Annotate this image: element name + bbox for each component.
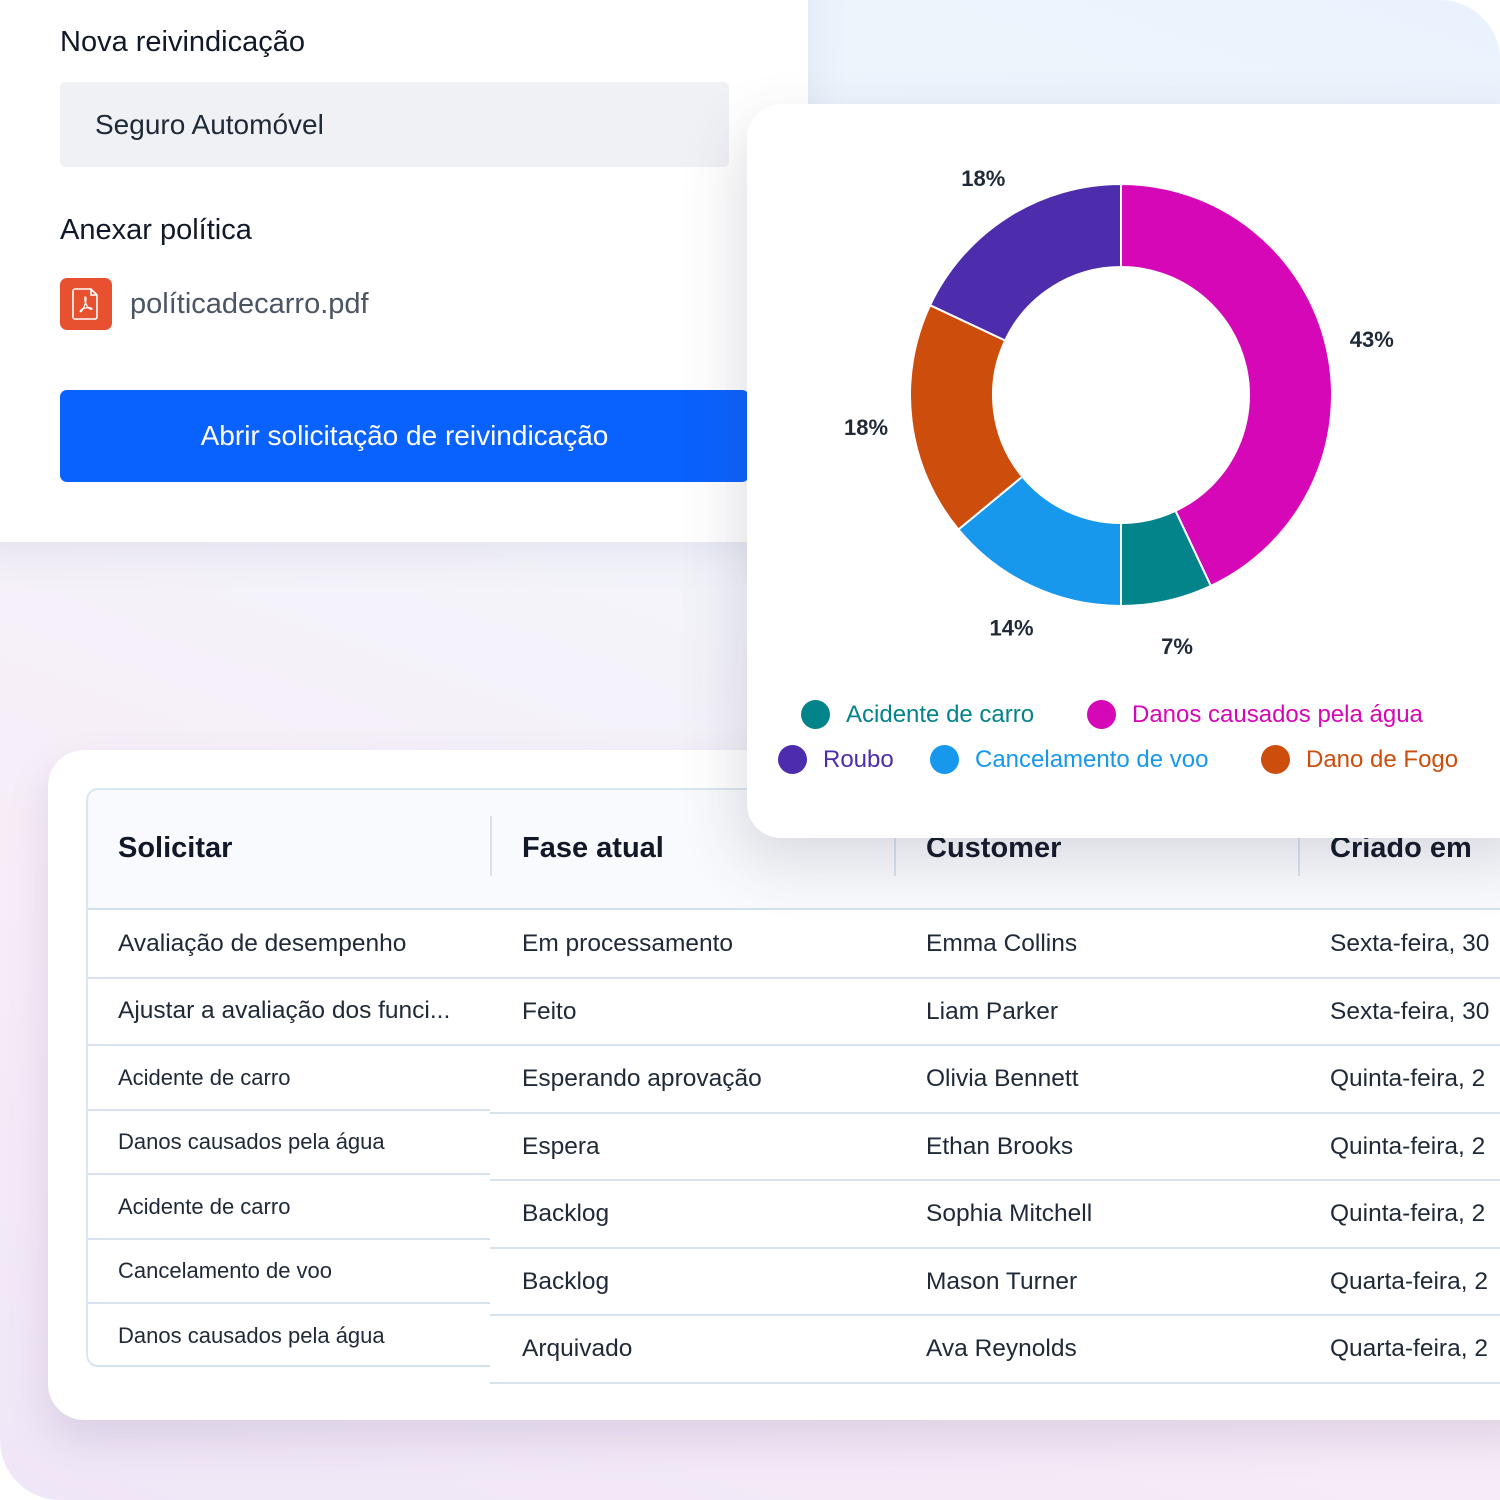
legend-item[interactable]: Danos causados pela água xyxy=(1087,700,1423,729)
pdf-file-icon xyxy=(60,278,112,330)
row-divider xyxy=(88,1237,490,1240)
row-divider xyxy=(88,1302,490,1304)
row-divider xyxy=(88,1108,490,1111)
cell-phase: Em processamento xyxy=(522,930,734,957)
donut-data-label: 14% xyxy=(990,616,1034,641)
cell-created: Quarta-feira, 2 xyxy=(1330,1335,1488,1362)
row-divider xyxy=(490,1246,1500,1249)
cell-created: Sexta-feira, 30 xyxy=(1330,930,1490,957)
column-header-phase[interactable]: Fase atual xyxy=(522,832,664,864)
row-divider xyxy=(490,1179,1500,1181)
legend-item[interactable]: Roubo xyxy=(778,745,894,774)
cell-created: Quinta-feira, 2 xyxy=(1330,1132,1486,1160)
legend-item[interactable]: Dano de Fogo xyxy=(1261,745,1458,774)
donut-slice-roubo[interactable] xyxy=(928,182,1122,342)
request-column-frame xyxy=(86,908,490,1367)
donut-data-label: 18% xyxy=(961,166,1005,191)
insurance-type-select[interactable]: Seguro Automóvel xyxy=(60,82,729,167)
donut-data-label: 43% xyxy=(1350,327,1394,352)
donut-data-label: 7% xyxy=(1161,634,1193,659)
legend-label: Cancelamento de voo xyxy=(975,745,1209,773)
cell-phase: Feito xyxy=(522,997,577,1025)
legend-label: Dano de Fogo xyxy=(1306,745,1459,773)
cell-created: Quinta-feira, 2 xyxy=(1330,1200,1486,1227)
row-divider xyxy=(490,1044,1500,1046)
cell-request[interactable]: Acidente de carro xyxy=(118,1064,291,1090)
cell-request[interactable]: Danos causados pela água xyxy=(118,1322,385,1348)
cell-customer: Mason Turner xyxy=(926,1267,1078,1295)
cell-customer: Ethan Brooks xyxy=(926,1132,1074,1160)
cell-created: Quinta-feira, 2 xyxy=(1330,1065,1486,1092)
row-divider xyxy=(490,1314,1500,1316)
legend-label: Acidente de carro xyxy=(846,700,1035,728)
row-divider xyxy=(490,1111,1500,1114)
cell-phase: Backlog xyxy=(522,1267,610,1295)
cell-customer: Sophia Mitchell xyxy=(926,1200,1093,1227)
legend-item[interactable]: Acidente de carro xyxy=(801,700,1034,729)
column-header-request[interactable]: Solicitar xyxy=(118,832,233,864)
cell-customer: Olivia Bennett xyxy=(926,1065,1079,1092)
cell-created: Sexta-feira, 30 xyxy=(1330,997,1490,1025)
cell-created: Quarta-feira, 2 xyxy=(1330,1267,1488,1295)
legend-dot-icon xyxy=(801,700,830,729)
legend-dot-icon xyxy=(1087,700,1116,729)
row-divider xyxy=(490,976,1500,979)
donut-data-label: 18% xyxy=(844,415,888,440)
cell-request[interactable]: Danos causados pela água xyxy=(118,1129,385,1155)
donut-slice-danos-causados-pela-gua[interactable] xyxy=(1120,182,1333,588)
new-claim-card: Nova reivindicação Seguro Automóvel Anex… xyxy=(0,0,808,542)
attached-file[interactable]: políticadecarro.pdf xyxy=(60,278,369,330)
open-claim-request-button[interactable]: Abrir solicitação de reivindicação xyxy=(60,390,749,482)
cell-customer: Liam Parker xyxy=(926,997,1059,1025)
cell-request[interactable]: Cancelamento de voo xyxy=(118,1258,333,1284)
cell-request[interactable]: Ajustar a avaliação dos funci... xyxy=(118,997,451,1025)
cell-customer: Ava Reynolds xyxy=(926,1335,1077,1362)
row-divider xyxy=(88,976,490,979)
legend-dot-icon xyxy=(930,745,959,774)
cell-request[interactable]: Acidente de carro xyxy=(118,1193,291,1219)
column-divider xyxy=(894,816,896,876)
legend-label: Danos causados pela água xyxy=(1132,700,1423,728)
attach-policy-label: Anexar política xyxy=(60,214,252,246)
legend-dot-icon xyxy=(1261,745,1290,774)
row-divider xyxy=(88,1173,490,1175)
column-divider xyxy=(490,816,492,876)
cell-request[interactable]: Avaliação de desempenho xyxy=(118,929,407,957)
file-name: políticadecarro.pdf xyxy=(130,287,369,320)
legend-label: Roubo xyxy=(823,745,894,773)
row-divider xyxy=(490,1381,1500,1384)
cell-customer: Emma Collins xyxy=(926,930,1078,957)
claims-table-card: Solicitar Fase atual Customer Criado em … xyxy=(48,750,1500,1420)
cell-phase: Arquivado xyxy=(522,1335,633,1362)
cell-phase: Backlog xyxy=(522,1200,610,1227)
cell-phase: Esperando aprovação xyxy=(522,1065,762,1092)
claims-chart-card: 43% 7% 14% 18% 18% Acidente de carro Danos ca… xyxy=(747,104,1500,838)
column-divider xyxy=(1298,816,1300,876)
legend-item[interactable]: Cancelamento de voo xyxy=(930,745,1208,774)
legend-dot-icon xyxy=(778,745,807,774)
form-title: Nova reivindicação xyxy=(60,26,306,58)
cell-phase: Espera xyxy=(522,1132,600,1160)
row-divider xyxy=(88,1044,490,1046)
donut-chart: 43% 7% 14% 18% 18% xyxy=(844,166,1394,659)
